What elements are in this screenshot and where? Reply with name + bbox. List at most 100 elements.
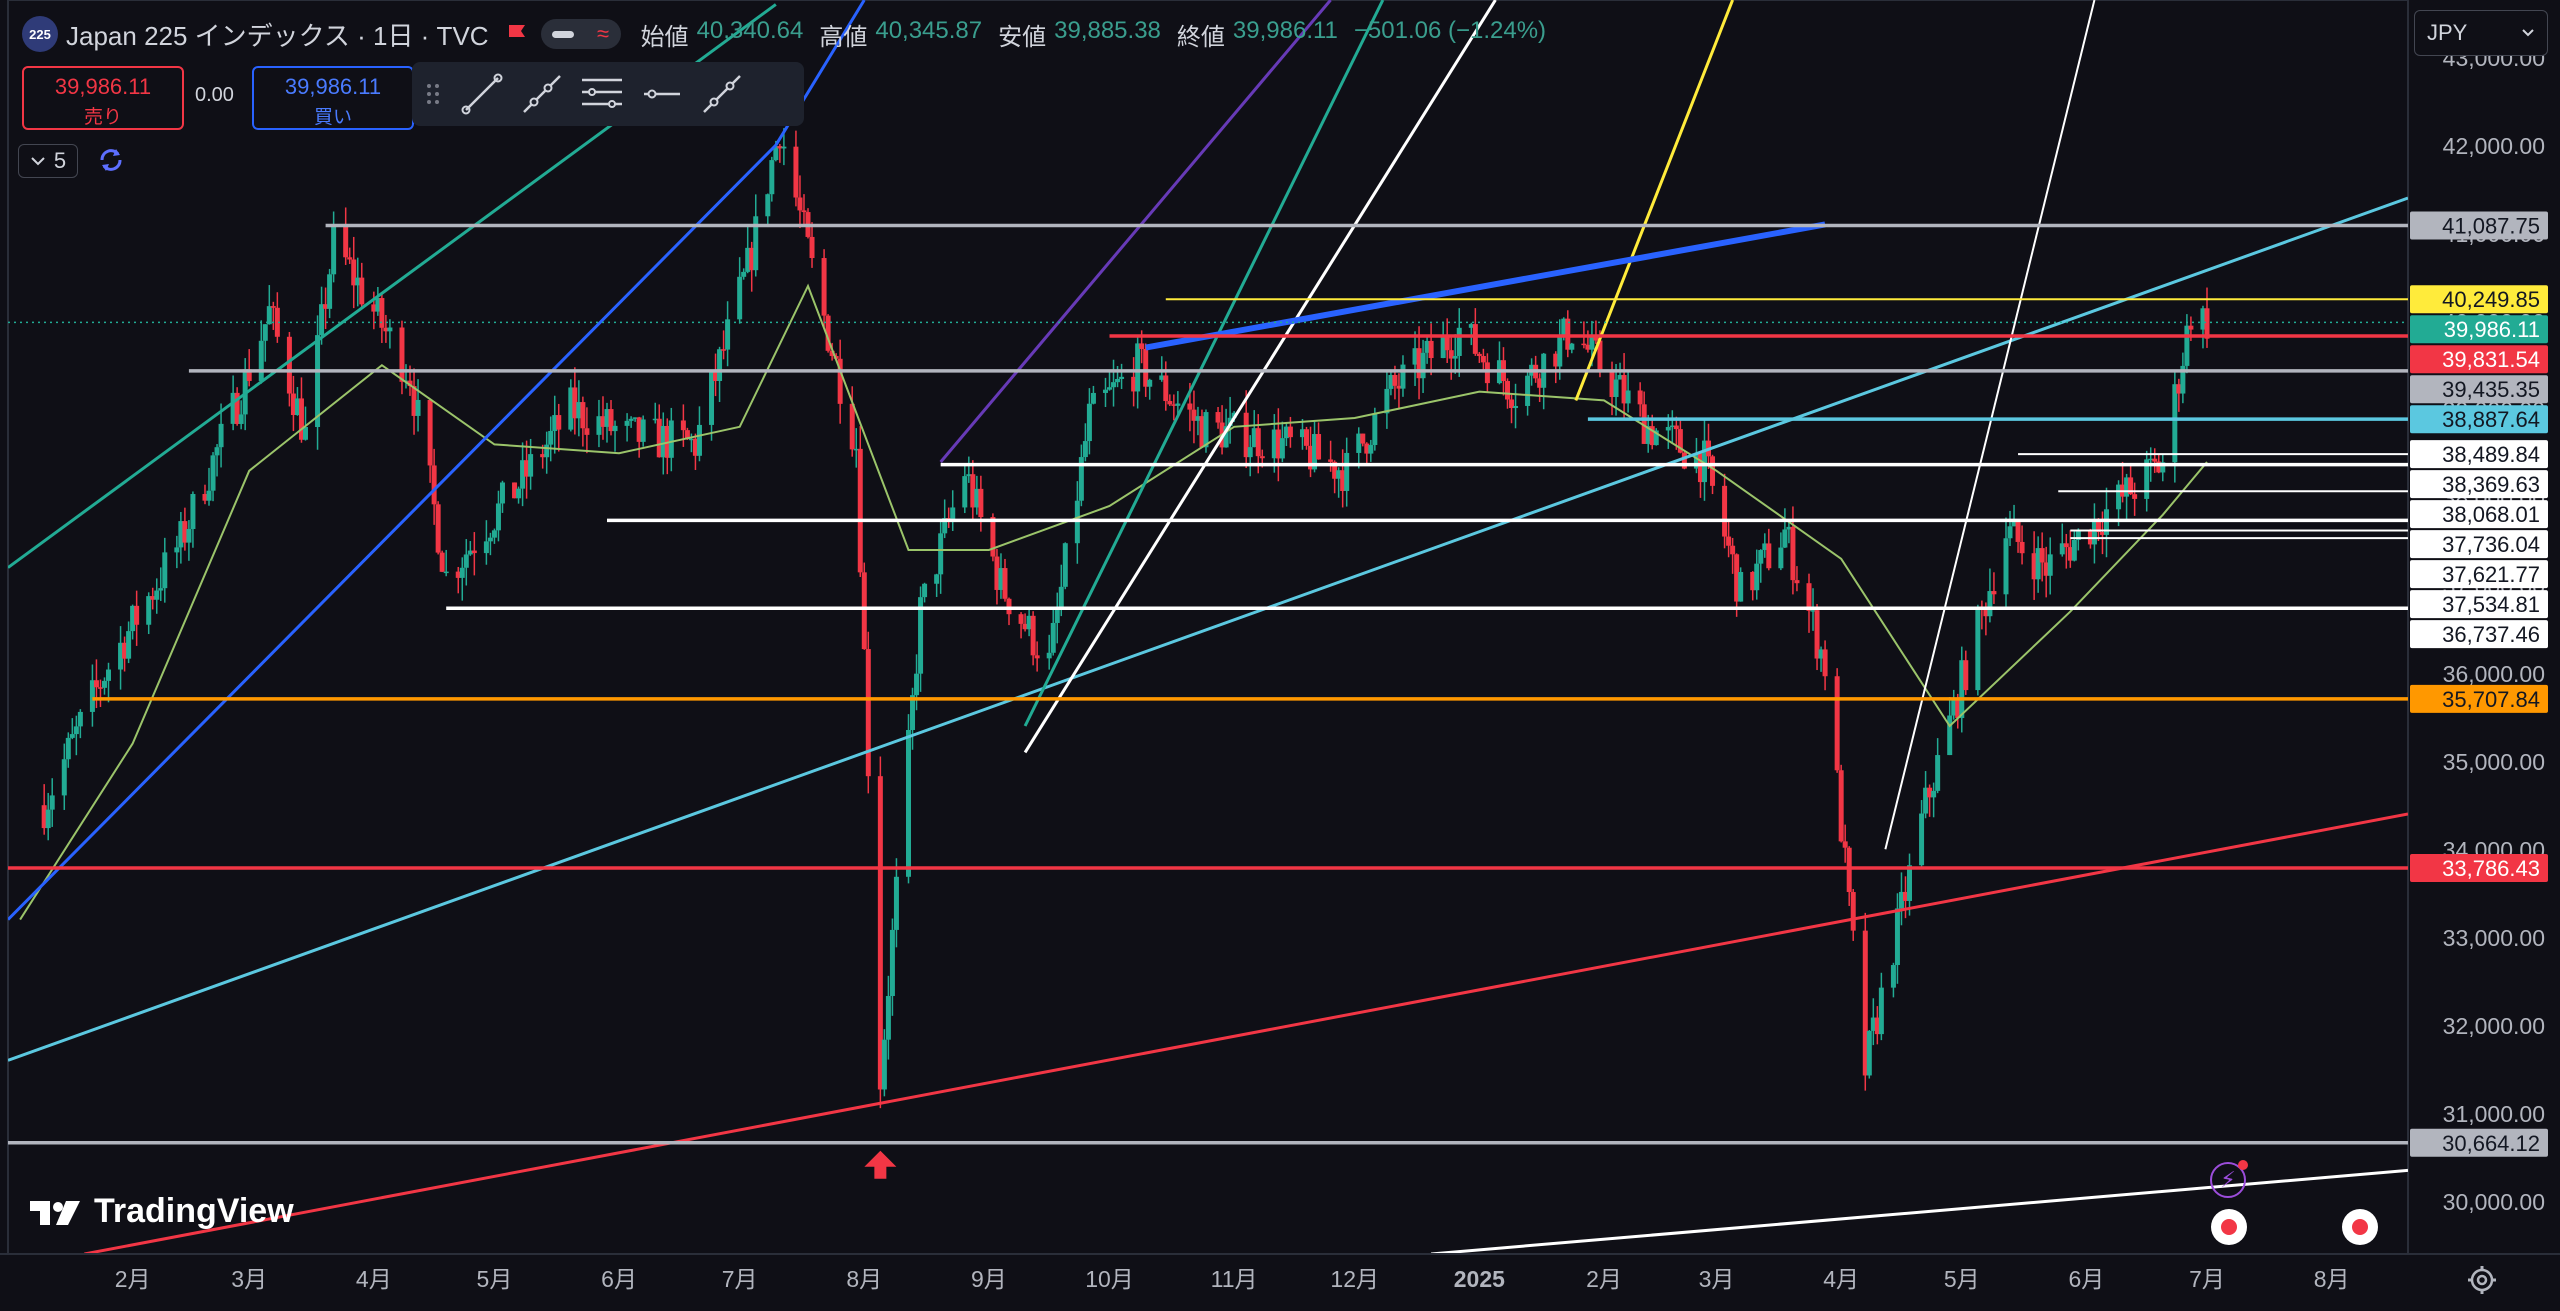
candle xyxy=(1963,650,1969,695)
symbol-title[interactable]: Japan 225 インデックス · 1日 · TVC xyxy=(66,20,489,51)
high-value: 40,345.87 xyxy=(875,16,983,44)
candle-body xyxy=(1609,370,1615,398)
record-button-left[interactable] xyxy=(2211,1209,2247,1245)
candle xyxy=(1907,853,1913,916)
settings-gear-icon[interactable] xyxy=(2464,1262,2500,1298)
price-level-tag xyxy=(2410,405,2548,434)
candle xyxy=(495,490,501,542)
candle-body xyxy=(1894,908,1900,966)
candle xyxy=(1782,508,1788,549)
candle-body xyxy=(41,805,47,829)
drawing-toolbar xyxy=(412,62,804,126)
candle xyxy=(483,520,489,565)
candle-body xyxy=(1308,445,1314,470)
candle-body xyxy=(2188,325,2194,330)
record-icon xyxy=(2352,1219,2368,1235)
candle-body xyxy=(1794,580,1800,584)
sell-button[interactable]: 39,986.11 売り xyxy=(22,66,184,130)
candle-body xyxy=(1955,699,1961,719)
tradingview-logo[interactable]: TradingView xyxy=(28,1192,294,1231)
drag-handle-icon[interactable] xyxy=(426,82,440,106)
compare-toggle-button[interactable]: ≈ xyxy=(540,19,621,49)
candle-body xyxy=(1738,572,1744,602)
price-level-tag xyxy=(2410,590,2548,619)
extended-line-tool[interactable] xyxy=(692,69,752,119)
candle-body xyxy=(1147,379,1153,387)
candle xyxy=(1006,597,1012,626)
candle xyxy=(1062,542,1068,590)
candle-body xyxy=(1963,660,1969,691)
currency-select[interactable]: JPY xyxy=(2414,10,2548,56)
candle-body xyxy=(499,482,505,504)
candle xyxy=(1653,428,1659,446)
candle-body xyxy=(934,574,940,584)
candle xyxy=(1758,549,1764,583)
candle-body xyxy=(210,455,216,491)
symbol-logo[interactable]: 225 xyxy=(22,16,58,52)
candle-body xyxy=(717,349,723,381)
candle-body xyxy=(1766,543,1772,569)
candle-body xyxy=(2160,462,2166,473)
flag-icon[interactable] xyxy=(507,23,527,45)
record-button-right[interactable] xyxy=(2342,1209,2378,1245)
candle xyxy=(1750,571,1756,601)
candle-body xyxy=(2156,461,2162,473)
candle-body xyxy=(1107,387,1113,390)
candle-body xyxy=(1444,335,1450,351)
candle xyxy=(455,566,461,594)
candle-body xyxy=(1818,649,1824,659)
candle xyxy=(331,211,337,283)
candle xyxy=(2204,287,2210,348)
pitchfork-tool[interactable] xyxy=(572,69,632,119)
candle-body xyxy=(347,257,353,260)
candle xyxy=(178,512,184,564)
candle-body xyxy=(809,236,815,259)
candle xyxy=(1537,373,1543,403)
candle-body xyxy=(1838,770,1844,842)
candle-body xyxy=(1396,385,1402,389)
indicators-collapse-button[interactable]: 5 xyxy=(18,144,78,178)
candle xyxy=(1054,592,1060,644)
candle-body xyxy=(1681,452,1687,469)
buy-button[interactable]: 39,986.11 買い xyxy=(252,66,414,130)
candle-body xyxy=(1167,401,1173,405)
candle xyxy=(1726,521,1732,558)
candle-body xyxy=(2172,384,2178,463)
candle-body xyxy=(765,194,771,217)
candle-body xyxy=(1878,987,1884,1035)
candle xyxy=(2160,454,2166,482)
ray-tool[interactable] xyxy=(512,69,572,119)
candle-body xyxy=(290,393,296,416)
price-level-label: 30,664.12 xyxy=(2410,1128,2548,1157)
candle xyxy=(1850,888,1856,941)
candle-body xyxy=(1846,847,1852,893)
candle xyxy=(741,268,747,280)
candle xyxy=(427,399,433,483)
sync-icon[interactable] xyxy=(96,145,126,175)
candle-body xyxy=(2007,526,2013,539)
candle-body xyxy=(1424,340,1430,353)
alerts-bolt-button[interactable]: ⚡ xyxy=(2210,1160,2248,1198)
candle xyxy=(411,368,417,435)
candle-body xyxy=(540,454,546,458)
candle-body xyxy=(632,417,638,419)
candle xyxy=(978,475,984,532)
candle-body xyxy=(2116,484,2122,510)
trend-line xyxy=(8,144,777,921)
price-level-tag xyxy=(2410,375,2548,404)
candle-body xyxy=(327,274,333,309)
horizontal-ray-tool[interactable] xyxy=(632,69,692,119)
candle xyxy=(1316,422,1322,460)
candle-body xyxy=(491,530,497,538)
candle xyxy=(1814,603,1820,671)
trend-line-tool[interactable] xyxy=(452,69,512,119)
candle xyxy=(65,732,71,768)
candle xyxy=(1476,352,1482,363)
chart-header: 225 Japan 225 インデックス · 1日 · TVC ≈ 始値 40,3… xyxy=(22,14,1554,54)
candle xyxy=(210,452,216,502)
price-tick-label: 33,000.00 xyxy=(2443,925,2545,951)
candle-body xyxy=(2128,477,2134,495)
price-level-label: 38,068.01 xyxy=(2410,500,2548,529)
candle xyxy=(1275,408,1281,482)
